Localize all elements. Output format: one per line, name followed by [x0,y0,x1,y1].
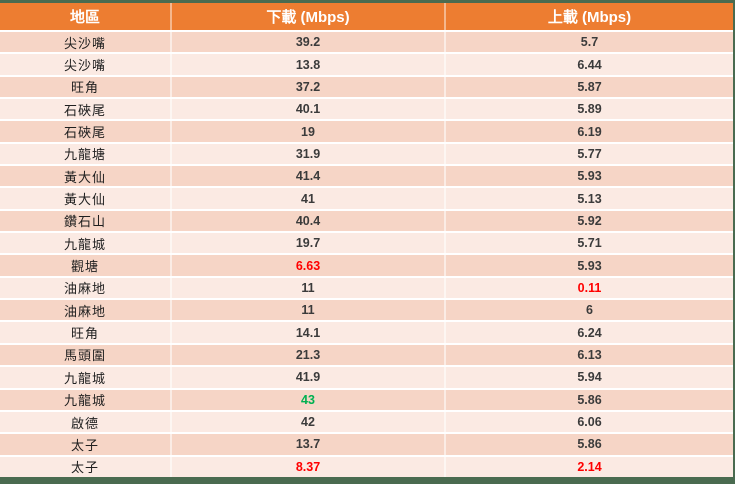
area-cell: 旺角 [70,80,99,96]
download-cell: 11 [170,277,444,299]
table-row: 太子 13.7 5.86 [0,432,733,455]
download-cell: 13.7 [170,434,444,455]
download-cell: 19.7 [170,233,444,254]
area-cell: 鑽石山 [63,214,106,230]
table-row: 太子 8.37 2.14 [0,454,733,477]
download-cell: 41.9 [170,367,444,388]
table-row: 馬頭圍 21.3 6.13 [0,342,733,366]
download-cell: 37.2 [170,76,444,98]
table-row: 油麻地 11 0.11 [0,275,733,299]
upload-cell: 5.86 [444,389,733,410]
area-cell: 尖沙嘴 [63,58,106,74]
table-row: 黃大仙 41.4 5.93 [0,164,733,187]
area-cell: 九龍城 [63,393,106,409]
area-cell: 黃大仙 [63,192,106,208]
download-cell: 13.8 [170,54,444,75]
download-cell: 41 [170,188,444,209]
upload-cell: 5.7 [444,32,733,53]
area-cell: 九龍城 [63,236,106,252]
area-cell: 石硤尾 [63,125,106,141]
upload-cell: 0.11 [444,277,733,299]
upload-cell: 6.06 [444,411,733,433]
table-row: 旺角 14.1 6.24 [0,320,733,343]
table-row: 尖沙嘴 13.8 6.44 [0,52,733,75]
table-row: 黃大仙 41 5.13 [0,186,733,209]
table-row: 石硤尾 19 6.19 [0,119,733,142]
frame-top-accent [0,0,735,3]
area-cell: 太子 [70,437,99,453]
area-cell: 旺角 [70,326,99,342]
column-header-download: 下載 (Mbps) [170,3,444,30]
table-body: 尖沙嘴 39.2 5.7 尖沙嘴 13.8 6.44 旺角 37.2 5.87 石硤尾 40.1 5.… [0,30,733,477]
table-row: 九龍城 41.9 5.94 [0,365,733,388]
area-cell: 啟德 [70,415,99,431]
upload-cell: 5.71 [444,233,733,254]
frame-right-accent [733,0,735,484]
download-cell: 42 [170,411,444,433]
upload-cell: 6 [444,300,733,321]
table-row: 九龍塘 31.9 5.77 [0,141,733,165]
frame-bottom-accent [0,477,735,484]
area-cell: 石硤尾 [63,102,106,118]
download-cell: 6.63 [170,255,444,276]
upload-cell: 5.93 [444,166,733,187]
upload-cell: 5.13 [444,188,733,209]
column-header-upload: 上載 (Mbps) [444,3,733,30]
upload-cell: 5.77 [444,143,733,165]
area-cell: 馬頭圍 [63,348,106,364]
upload-cell: 5.86 [444,434,733,455]
download-cell: 21.3 [170,344,444,366]
download-cell: 31.9 [170,143,444,165]
download-cell: 40.4 [170,210,444,232]
upload-cell: 6.19 [444,121,733,142]
download-cell: 43 [170,389,444,410]
download-cell: 11 [170,300,444,321]
download-cell: 40.1 [170,99,444,120]
table-row: 九龍城 19.7 5.71 [0,231,733,254]
upload-cell: 5.94 [444,367,733,388]
area-cell: 尖沙嘴 [63,35,106,51]
table-row: 九龍城 43 5.86 [0,387,733,410]
area-cell: 九龍城 [63,370,106,386]
upload-cell: 5.87 [444,76,733,98]
upload-cell: 2.14 [444,456,733,477]
upload-cell: 6.13 [444,344,733,366]
table-row: 油麻地 11 6 [0,298,733,321]
area-cell: 九龍塘 [63,147,106,163]
download-cell: 8.37 [170,456,444,477]
table-row: 啟德 42 6.06 [0,409,733,433]
area-cell: 油麻地 [63,281,106,297]
table-row: 石硤尾 40.1 5.89 [0,97,733,120]
speed-table: 地區 下載 (Mbps) 上載 (Mbps) 尖沙嘴 39.2 5.7 尖沙嘴 13.8… [0,3,733,477]
table-row: 鑽石山 40.4 5.92 [0,208,733,232]
table-row: 觀塘 6.63 5.93 [0,253,733,276]
download-cell: 14.1 [170,322,444,343]
table-row: 旺角 37.2 5.87 [0,74,733,98]
upload-cell: 5.92 [444,210,733,232]
area-cell: 黃大仙 [63,169,106,185]
upload-cell: 5.89 [444,99,733,120]
upload-cell: 6.24 [444,322,733,343]
upload-cell: 5.93 [444,255,733,276]
table-header-row: 地區 下載 (Mbps) 上載 (Mbps) [0,3,733,30]
area-cell: 油麻地 [63,303,106,319]
column-header-area: 地區 [69,9,100,26]
area-cell: 太子 [70,460,99,476]
download-cell: 19 [170,121,444,142]
area-cell: 觀塘 [70,259,99,275]
table-row: 尖沙嘴 39.2 5.7 [0,30,733,53]
download-cell: 41.4 [170,166,444,187]
download-cell: 39.2 [170,32,444,53]
upload-cell: 6.44 [444,54,733,75]
